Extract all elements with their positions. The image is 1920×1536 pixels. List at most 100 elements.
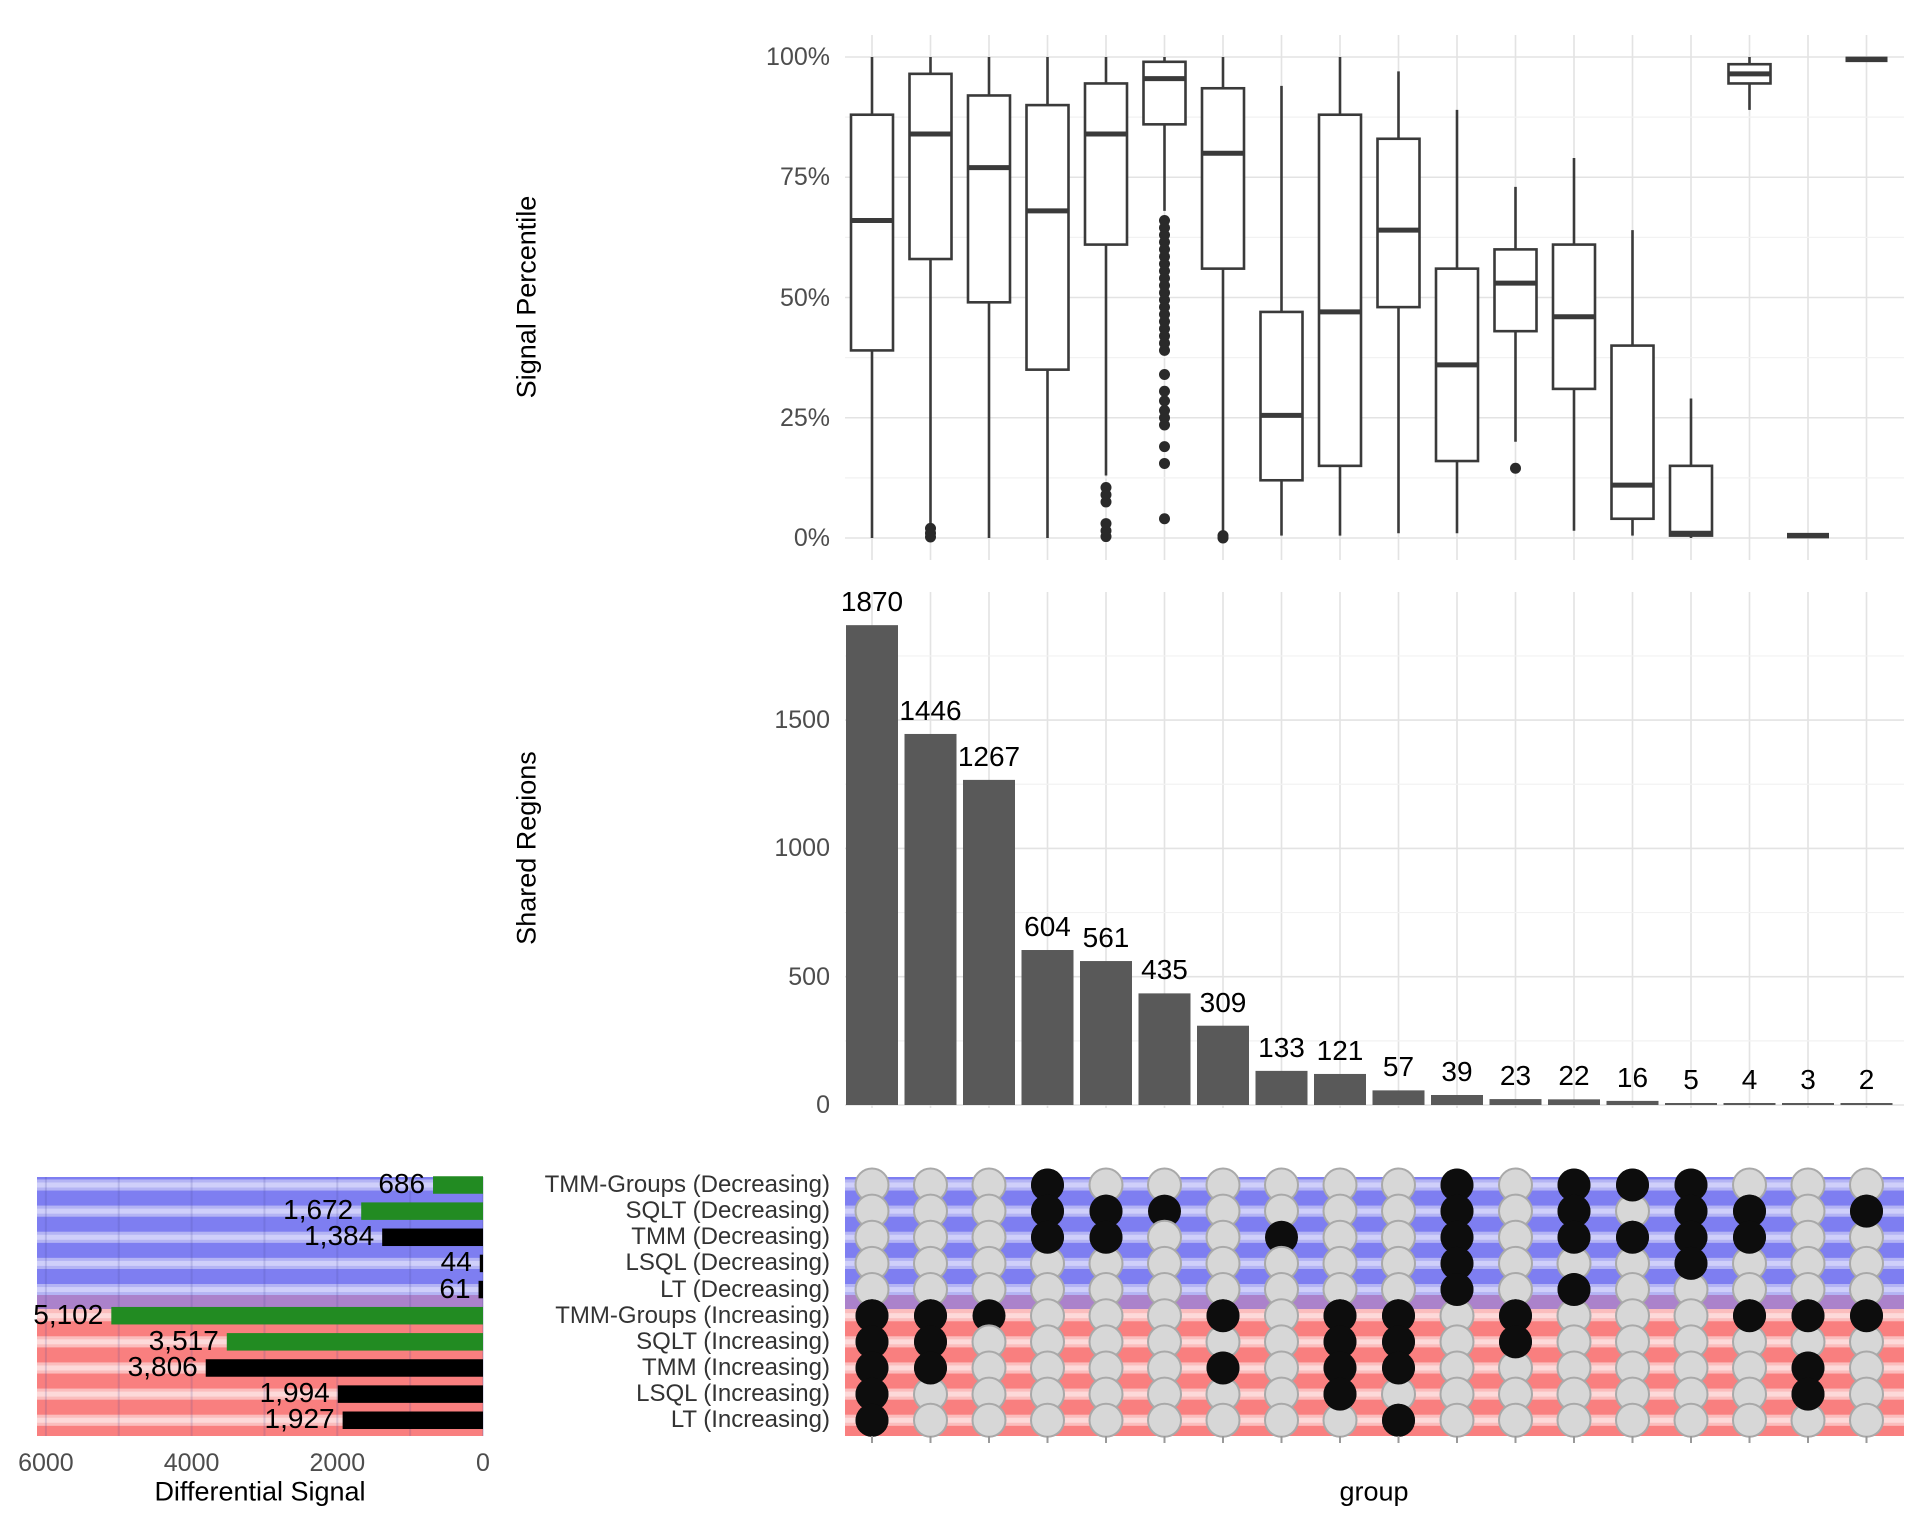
matrix-dot-filled [1557,1168,1591,1202]
matrix-dot-filled [1733,1220,1766,1254]
bar-value-label: 1870 [840,586,904,618]
leftchart-x-tick-label: 4000 [163,1449,220,1477]
matrix-dot-filled [1382,1403,1415,1437]
matrix-dot-empty [1439,1402,1475,1438]
boxplot-panel [845,35,1904,560]
boxplot-box [1610,230,1655,536]
matrix-row-label: SQLT (Decreasing) [625,1197,830,1225]
boxplot-outlier-dot [1159,457,1170,469]
barchart-y-tick-label: 1000 [774,834,830,863]
boxplot-outlier-dot [1159,368,1170,380]
shared-regions-bar [1080,961,1132,1105]
matrix-dot-empty [1030,1402,1065,1438]
matrix-dot-empty [1732,1402,1767,1438]
bar-value-label: 16 [1616,1061,1649,1093]
boxplot-outlier-dot [1100,531,1112,543]
matrix-dot-empty [1147,1402,1182,1438]
matrix-dot-filled [1499,1325,1532,1359]
boxplot-y-tick-label: 75% [779,163,830,192]
matrix-row-label: LSQL (Increasing) [636,1380,830,1408]
boxplot-box [966,57,1012,538]
boxplot-outlier-dot [1217,532,1229,544]
matrix-dot-filled [1440,1194,1474,1228]
leftchart-x-axis-title: Differential Signal [154,1476,366,1507]
matrix-dot-empty [913,1402,948,1438]
bar-value-label: 604 [1024,911,1071,942]
boxplot-box [908,57,953,543]
matrix-dot-filled [1031,1220,1064,1254]
boxplot-outlier-dot [1100,496,1112,508]
matrix-dot-filled [1323,1325,1357,1359]
boxplot-outlier-dot [1159,395,1170,407]
matrix-dot-filled [972,1299,1006,1333]
boxplot-box [1727,57,1772,110]
bar-value-label: 57 [1382,1051,1415,1083]
matrix-dot-filled [1089,1220,1123,1254]
matrix-dot-filled [1557,1194,1591,1228]
barchart-y-tick-label: 500 [788,962,830,991]
bar-value-label: 3 [1800,1064,1816,1095]
matrix-dot-filled [914,1325,947,1359]
matrix-row-label: LT (Decreasing) [660,1275,830,1303]
matrix-dot-filled [1323,1377,1357,1411]
matrix-dot-filled [1499,1299,1532,1333]
differential-signal-bar [478,1280,483,1299]
matrix-row-label: LT (Increasing) [670,1406,830,1434]
boxplot-outlier-dot [1159,419,1170,431]
differential-signal-bar [382,1228,483,1247]
shared-regions-bar [1782,1103,1834,1105]
boxplot-box [1083,57,1129,543]
shared-regions-bar [1314,1073,1366,1105]
shared-regions-bar [1548,1099,1600,1105]
matrix-row-label: LSQL (Decreasing) [625,1249,830,1277]
matrix-row-label: TMM-Groups (Increasing) [555,1301,830,1329]
matrix-dot-filled [1850,1194,1883,1228]
shared-regions-bar [1665,1103,1717,1105]
bar-value-label: 2 [1858,1064,1875,1095]
shared-regions-bar [1021,950,1074,1105]
shared-regions-bar [1606,1100,1659,1105]
boxplot-y-tick-label: 100% [766,43,830,71]
shared-regions-bar [1840,1103,1893,1105]
leftchart-x-tick-label: 2000 [309,1449,366,1477]
matrix-row-label: SQLT (Increasing) [636,1327,830,1355]
matrix-dot-filled [1733,1194,1766,1228]
bar-value-label: 23 [1499,1060,1532,1092]
boxplot-box [1376,71,1421,534]
matrix-dot-filled [1440,1273,1474,1307]
boxplot-box [1551,158,1597,531]
shared-regions-bar [963,779,1015,1105]
differential-signal-value-label: 1,994 [259,1377,330,1409]
boxplot-outlier-dot [1159,344,1170,356]
membership-matrix [854,1167,1884,1443]
matrix-dot-filled [1557,1220,1591,1254]
matrix-dot-empty [1615,1402,1650,1438]
differential-signal-value-label: 3,806 [127,1350,198,1382]
matrix-dot-empty [1849,1402,1884,1438]
matrix-dot-empty [1673,1402,1709,1438]
bar-value-label: 121 [1316,1034,1364,1066]
matrix-dot-empty [971,1402,1007,1438]
boxplot-box [1200,57,1246,544]
differential-signal-value-label: 5,102 [33,1298,104,1330]
matrix-dot-filled [914,1351,947,1385]
differential-signal-bar [479,1254,483,1273]
matrix-dot-filled [1031,1194,1064,1228]
boxplot-y-tick-label: 50% [779,283,830,312]
shared-regions-bar [1255,1070,1308,1105]
matrix-dot-filled [1031,1168,1064,1202]
differential-signal-value-label: 3,517 [148,1324,219,1356]
matrix-dot-filled [1206,1299,1240,1333]
matrix-row-label: TMM (Decreasing) [631,1223,830,1251]
shared-regions-panel [845,592,1904,1108]
differential-signal-bar [361,1202,483,1220]
shared-regions-bar [1489,1099,1542,1105]
shared-regions-bar [1197,1025,1249,1105]
bar-value-label: 1446 [899,694,962,726]
matrix-dot-filled [1850,1299,1883,1333]
boxplot-box [1317,57,1363,536]
differential-signal-panel [44,1176,484,1436]
matrix-dot-filled [1791,1299,1825,1333]
matrix-dot-filled [1323,1351,1357,1385]
